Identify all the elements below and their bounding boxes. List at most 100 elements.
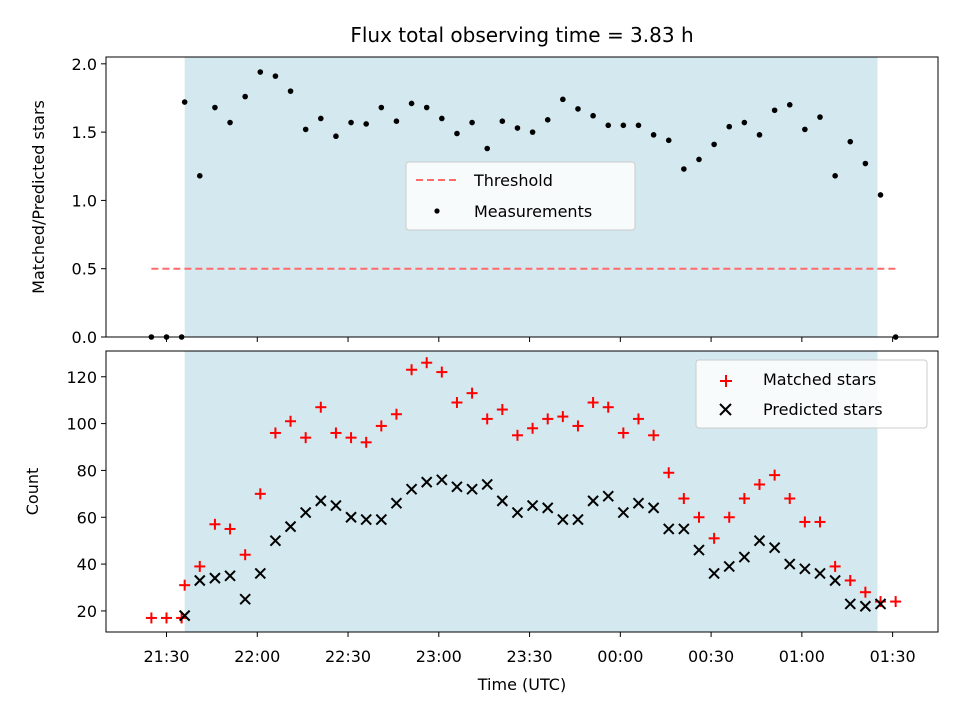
predicted-x-b: [768, 541, 781, 554]
predicted-star-point: [708, 567, 720, 580]
measurement-point: [423, 104, 430, 111]
measurement-point: [575, 106, 581, 112]
matched-star-point: [602, 401, 614, 413]
matched-star-point: [859, 586, 871, 598]
bottom-y-tick-label: 100: [66, 415, 97, 434]
matched-star-point: [890, 596, 902, 608]
measurement-point: [620, 122, 627, 129]
predicted-x-b: [738, 551, 751, 563]
measurement-point: [529, 129, 536, 135]
measurement-point: [363, 121, 369, 127]
predicted-star-point: [799, 563, 811, 575]
predicted-star-point: [693, 544, 705, 556]
measurement-point: [544, 117, 551, 123]
predicted-star-point: [269, 534, 282, 547]
predicted-star-point: [723, 560, 735, 573]
measurement-point: [514, 125, 521, 131]
matched-star-point: [161, 612, 173, 624]
bottom-legend-box: [695, 359, 928, 429]
predicted-x-b: [587, 495, 599, 507]
predicted-star-point: [466, 483, 478, 495]
predicted-star-point: [239, 593, 251, 605]
predicted-x-b: [859, 600, 872, 612]
predicted-x-b: [526, 499, 539, 512]
measurement-point: [635, 122, 642, 129]
top-y-tick-label: 0.0: [72, 328, 97, 347]
bottom-x-tick-label: 01:30: [870, 647, 916, 666]
measurement-point: [817, 114, 823, 120]
top-axes-frame: [105, 56, 939, 338]
predicted-x-b: [481, 478, 493, 491]
matched-star-point: [829, 560, 841, 572]
predicted-star-point: [360, 513, 372, 526]
predicted-x-b: [617, 506, 630, 519]
predicted-star-point: [420, 476, 433, 488]
measurement-point: [756, 132, 763, 138]
predicted-x-b: [284, 520, 297, 533]
predicted-x-b: [390, 497, 403, 509]
predicted-x-b: [844, 598, 856, 610]
bottom-x-tick-label: 00:00: [597, 647, 643, 666]
predicted-x-b: [511, 506, 524, 519]
predicted-x-b: [647, 502, 660, 514]
measurement-point: [802, 126, 808, 133]
matched-star-point: [617, 427, 629, 439]
predicted-star-point: [315, 495, 327, 507]
predicted-star-point: [194, 574, 206, 587]
predicted-x-b: [224, 570, 236, 582]
bottom-x-tick-label: 22:30: [325, 647, 371, 666]
predicted-x-b: [405, 483, 418, 495]
measurement-point: [862, 160, 869, 167]
predicted-x-b: [299, 506, 312, 519]
matched-star-point: [330, 427, 342, 439]
matched-star-point: [632, 413, 644, 425]
measurement-point: [302, 126, 309, 133]
matched-star-point: [421, 357, 433, 369]
matched-star-point: [239, 549, 251, 561]
measurement-point: [257, 69, 264, 75]
predicted-star-point: [587, 495, 599, 507]
measurement-point: [454, 130, 460, 137]
matched-star-point: [194, 560, 206, 572]
predicted-x-b: [572, 513, 584, 526]
predicted-star-point: [572, 513, 584, 526]
predicted-star-point: [224, 570, 236, 582]
matched-star-point: [300, 432, 312, 444]
measurement-point: [181, 99, 188, 105]
matched-star-point: [723, 511, 735, 523]
predicted-star-point: [557, 513, 569, 526]
predicted-x-b: [194, 574, 206, 587]
matched-star-point: [753, 478, 765, 490]
top-series: [148, 69, 899, 340]
predicted-x-b: [602, 490, 614, 502]
measurement-point: [832, 173, 838, 179]
predicted-x-b: [345, 511, 357, 523]
matched-star-point: [572, 420, 584, 432]
bottom-y-tick-label: 40: [77, 555, 97, 574]
predicted-x-b: [678, 523, 690, 535]
predicted-star-point: [859, 600, 872, 612]
legend-measurements-swatch: [434, 208, 440, 214]
measurement-point: [877, 192, 884, 198]
legend-measurements-label: Measurements: [474, 202, 592, 221]
matched-star-point: [708, 532, 720, 544]
predicted-x-b: [375, 513, 388, 526]
predicted-star-point: [284, 520, 297, 533]
legend-predicted-swatch: [719, 403, 732, 416]
top-y-tick-label: 1.0: [72, 191, 97, 210]
predicted-star-point: [330, 499, 342, 512]
predicted-x-b: [466, 483, 478, 495]
predicted-x-b: [254, 567, 267, 580]
predicted-x-b: [708, 567, 720, 580]
predicted-star-point: [632, 497, 645, 509]
matched-star-point: [799, 516, 811, 528]
matched-star-point: [496, 404, 508, 416]
predicted-star-point: [345, 511, 357, 523]
predicted-star-point: [254, 567, 267, 580]
matched-star-point: [481, 413, 493, 425]
measurement-point: [741, 119, 748, 126]
matched-star-point: [663, 467, 675, 479]
measurement-point: [333, 133, 339, 140]
matched-star-point: [466, 387, 478, 399]
measurement-point: [711, 141, 717, 148]
